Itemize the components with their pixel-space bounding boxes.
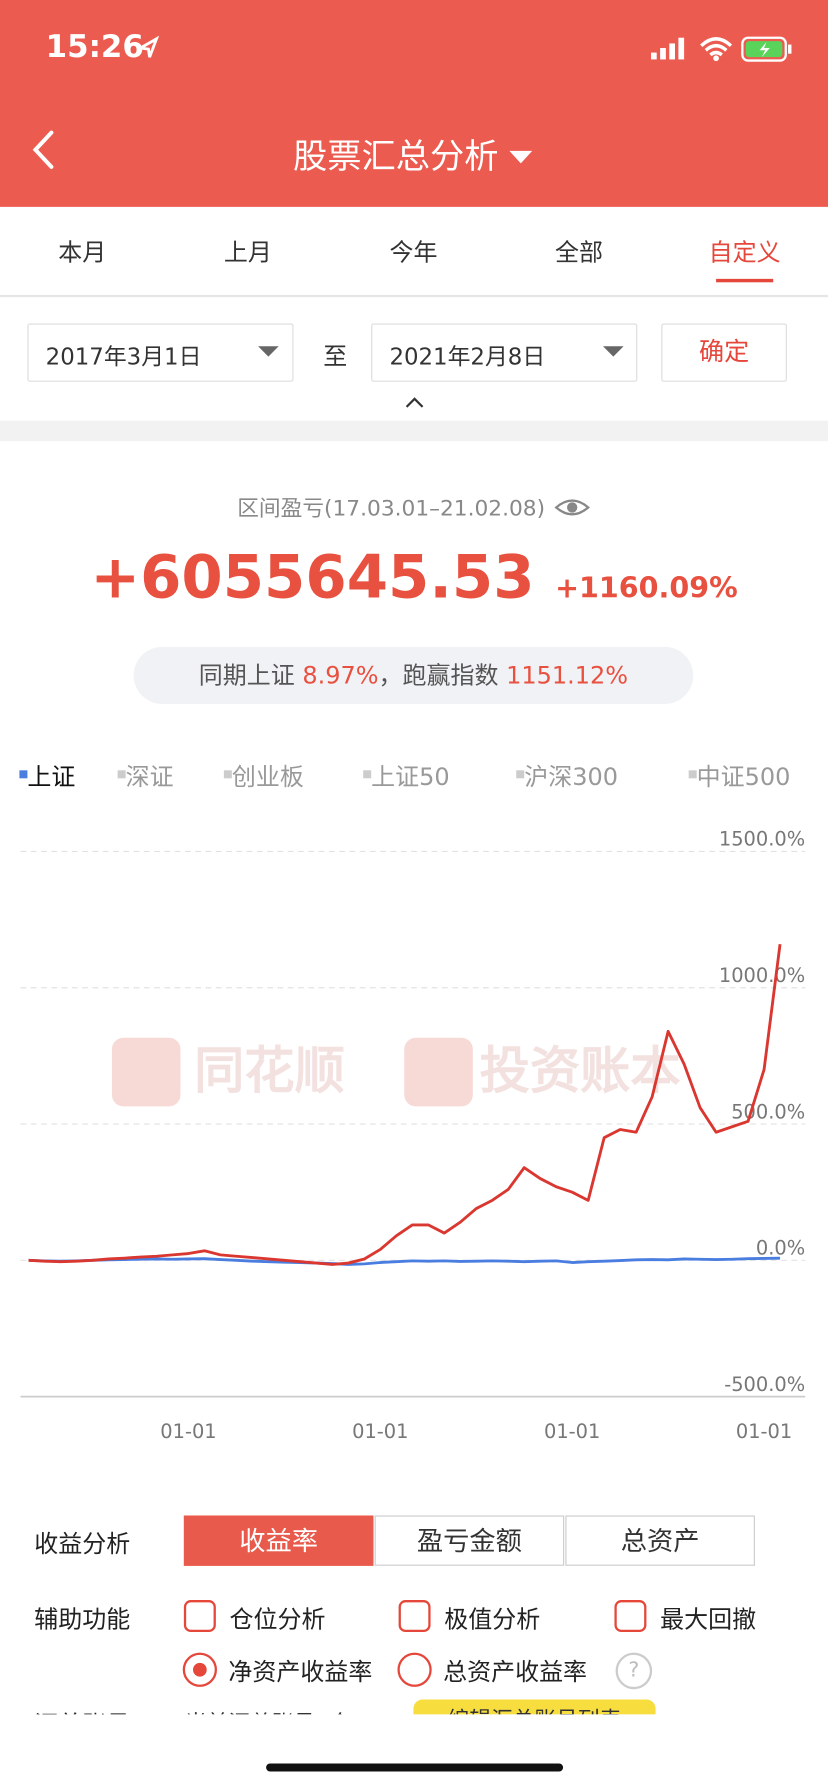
legend-item[interactable]: 上证50	[371, 763, 450, 791]
summary-percent: +1160.09%	[555, 571, 738, 605]
date-separator: 至	[323, 342, 348, 371]
radio-dot	[193, 1662, 207, 1677]
status-time: 15:26	[45, 29, 144, 66]
legend-swatch	[688, 770, 697, 779]
x-tick-label: 01-01	[736, 1420, 792, 1443]
watermark: 投资账本	[480, 1041, 681, 1100]
series-line	[28, 1256, 781, 1266]
compare-pill: 同期上证 8.97%，跑赢指数 1151.12%	[133, 646, 694, 705]
end-date-picker[interactable]	[371, 323, 638, 382]
chart: 同花顺 投资账本 1500.0% 1000.0% 500.0% 0.0% -500.0% 01…	[20, 828, 806, 1443]
checkbox[interactable]	[614, 1600, 647, 1633]
x-tick-label: 01-01	[544, 1420, 600, 1443]
x-tick-label: 01-01	[352, 1420, 408, 1443]
help-icon[interactable]: ?	[615, 1652, 653, 1690]
location-icon	[137, 35, 160, 58]
radio-label[interactable]: 净资产收益率	[228, 1658, 373, 1686]
checkbox[interactable]	[398, 1600, 431, 1633]
summary-label-row: 区间盈亏(17.03.01–21.02.08)	[0, 491, 828, 522]
summary-value-row: +6055645.53 +1160.09%	[0, 544, 828, 613]
header-bar	[0, 0, 828, 207]
radio[interactable]	[182, 1652, 217, 1687]
beat-label: ，跑赢指数	[378, 661, 499, 690]
tab[interactable]: 全部	[555, 238, 604, 267]
segment[interactable]: 盈亏金额	[374, 1515, 565, 1566]
checkbox-label[interactable]: 最大回撤	[660, 1605, 757, 1634]
legend-item[interactable]: 中证500	[696, 763, 791, 791]
back-button[interactable]	[29, 128, 63, 174]
segment[interactable]: 总资产	[565, 1515, 755, 1566]
summary-label: 区间盈亏(17.03.01–21.02.08)	[237, 496, 546, 522]
legend-item[interactable]: 创业板	[231, 763, 304, 791]
start-date-picker[interactable]	[27, 323, 294, 382]
analysis-label: 收益分析	[34, 1530, 131, 1558]
eye-icon[interactable]	[554, 496, 591, 519]
watermark-icon	[111, 1037, 181, 1107]
watermark: 同花顺	[194, 1041, 345, 1100]
y-tick-label: 1500.0%	[719, 828, 805, 851]
series-line	[28, 943, 782, 1266]
legend-swatch	[223, 770, 232, 779]
tab[interactable]: 自定义	[708, 238, 781, 267]
legend-swatch	[516, 770, 525, 779]
header-title-text: 股票汇总分析	[292, 137, 499, 178]
status-icons	[650, 36, 792, 62]
legend-swatch	[19, 770, 28, 779]
divider	[0, 294, 828, 298]
x-tick-label: 01-01	[160, 1420, 216, 1443]
segment[interactable]: 收益率	[183, 1515, 374, 1566]
legend-item[interactable]: 上证	[27, 763, 76, 791]
legend-item[interactable]: 深证	[125, 763, 174, 791]
dropdown-arrow	[508, 150, 532, 164]
beat-value: 1151.12%	[506, 661, 629, 690]
section-gap	[0, 420, 828, 442]
legend-item[interactable]: 沪深300	[524, 763, 618, 791]
checkbox-label[interactable]: 极值分析	[444, 1605, 541, 1634]
radio-label[interactable]: 总资产收益率	[443, 1658, 588, 1686]
bottom-mask	[0, 1714, 828, 1792]
confirm-button[interactable]: 确定	[661, 323, 787, 382]
tab-indicator	[716, 278, 774, 283]
y-tick-label: -500.0%	[724, 1373, 805, 1396]
header-title[interactable]: 股票汇总分析	[0, 128, 828, 178]
end-date: 2021年2月8日	[389, 342, 546, 371]
y-tick-label: 500.0%	[731, 1100, 805, 1123]
dropdown-arrow	[258, 346, 279, 357]
checkbox[interactable]	[183, 1600, 216, 1633]
compare-value: 8.97%	[302, 661, 379, 690]
checkbox-label[interactable]: 仓位分析	[229, 1605, 326, 1634]
compare-label: 同期上证	[198, 661, 295, 690]
y-tick-label: 0.0%	[756, 1237, 805, 1260]
dropdown-arrow	[603, 346, 624, 357]
tab[interactable]: 上月	[223, 238, 272, 267]
start-date: 2017年3月1日	[45, 342, 202, 371]
radio[interactable]	[397, 1652, 432, 1687]
aux-label: 辅助功能	[34, 1605, 131, 1634]
home-indicator	[266, 1763, 564, 1772]
tab[interactable]: 本月	[58, 238, 107, 267]
collapse-arrow[interactable]	[404, 395, 425, 409]
legend-swatch	[363, 770, 372, 779]
y-tick-label: 1000.0%	[719, 964, 805, 987]
tab[interactable]: 今年	[389, 238, 438, 267]
watermark-icon	[404, 1037, 473, 1107]
summary-amount: +6055645.53	[90, 544, 535, 613]
legend-swatch	[117, 770, 126, 779]
